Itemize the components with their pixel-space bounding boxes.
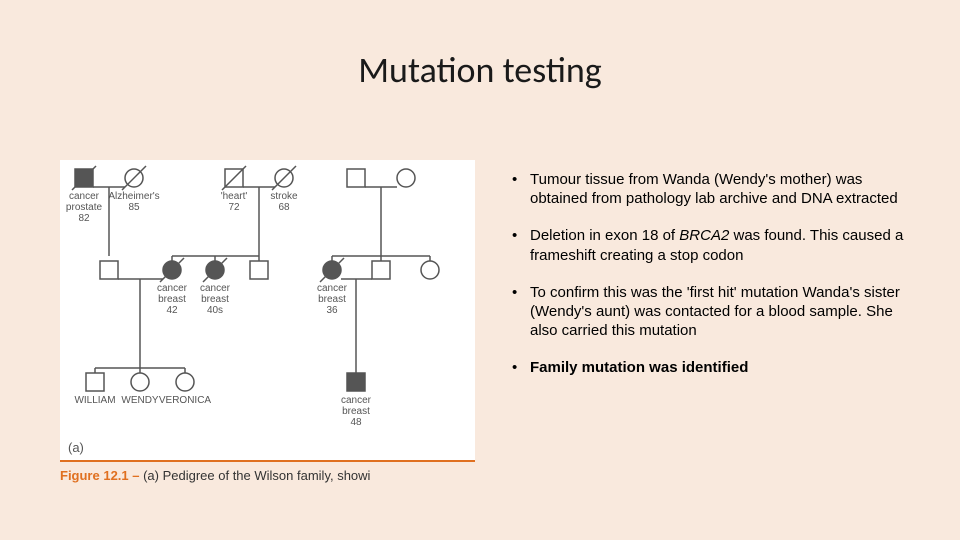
svg-text:cancer: cancer	[341, 395, 372, 406]
svg-text:'heart': 'heart'	[221, 191, 248, 202]
svg-text:WENDY: WENDY	[121, 395, 159, 406]
svg-text:40s: 40s	[207, 305, 223, 316]
svg-text:48: 48	[350, 417, 362, 428]
svg-text:breast: breast	[342, 406, 370, 417]
svg-text:Alzheimer's: Alzheimer's	[108, 191, 159, 202]
svg-text:breast: breast	[201, 294, 229, 305]
svg-text:82: 82	[78, 213, 90, 224]
panel-label-a: (a)	[68, 440, 84, 455]
svg-text:cancer: cancer	[200, 283, 231, 294]
caption-body: (a) Pedigree of the Wilson family, showi	[143, 468, 370, 483]
svg-text:VERONICA: VERONICA	[159, 395, 212, 406]
svg-text:WILLIAM: WILLIAM	[74, 395, 115, 406]
bullet-list: Tumour tissue from Wanda (Wendy's mother…	[510, 170, 905, 396]
bullet-item: Tumour tissue from Wanda (Wendy's mother…	[510, 170, 905, 208]
bullet-item: Family mutation was identified	[510, 358, 905, 377]
page-title: Mutation testing	[0, 48, 960, 92]
svg-text:stroke: stroke	[270, 191, 298, 202]
svg-text:36: 36	[326, 305, 338, 316]
svg-text:breast: breast	[318, 294, 346, 305]
caption-figure-label: Figure 12.1 –	[60, 468, 143, 483]
svg-text:68: 68	[278, 202, 290, 213]
bullet-item: Deletion in exon 18 of BRCA2 was found. …	[510, 226, 905, 264]
caption-divider	[60, 460, 475, 462]
svg-text:72: 72	[228, 202, 240, 213]
svg-text:prostate: prostate	[66, 202, 103, 213]
pedigree-diagram: cancerprostate82Alzheimer's85'heart'72st…	[60, 160, 475, 460]
svg-text:42: 42	[166, 305, 178, 316]
figure-caption: Figure 12.1 – (a) Pedigree of the Wilson…	[60, 460, 475, 490]
pedigree-panel: cancerprostate82Alzheimer's85'heart'72st…	[60, 160, 475, 460]
svg-text:cancer: cancer	[69, 191, 100, 202]
svg-text:85: 85	[128, 202, 140, 213]
svg-text:cancer: cancer	[317, 283, 348, 294]
caption-text: Figure 12.1 – (a) Pedigree of the Wilson…	[60, 468, 475, 483]
svg-text:breast: breast	[158, 294, 186, 305]
svg-text:cancer: cancer	[157, 283, 188, 294]
bullet-item: To confirm this was the 'first hit' muta…	[510, 283, 905, 341]
